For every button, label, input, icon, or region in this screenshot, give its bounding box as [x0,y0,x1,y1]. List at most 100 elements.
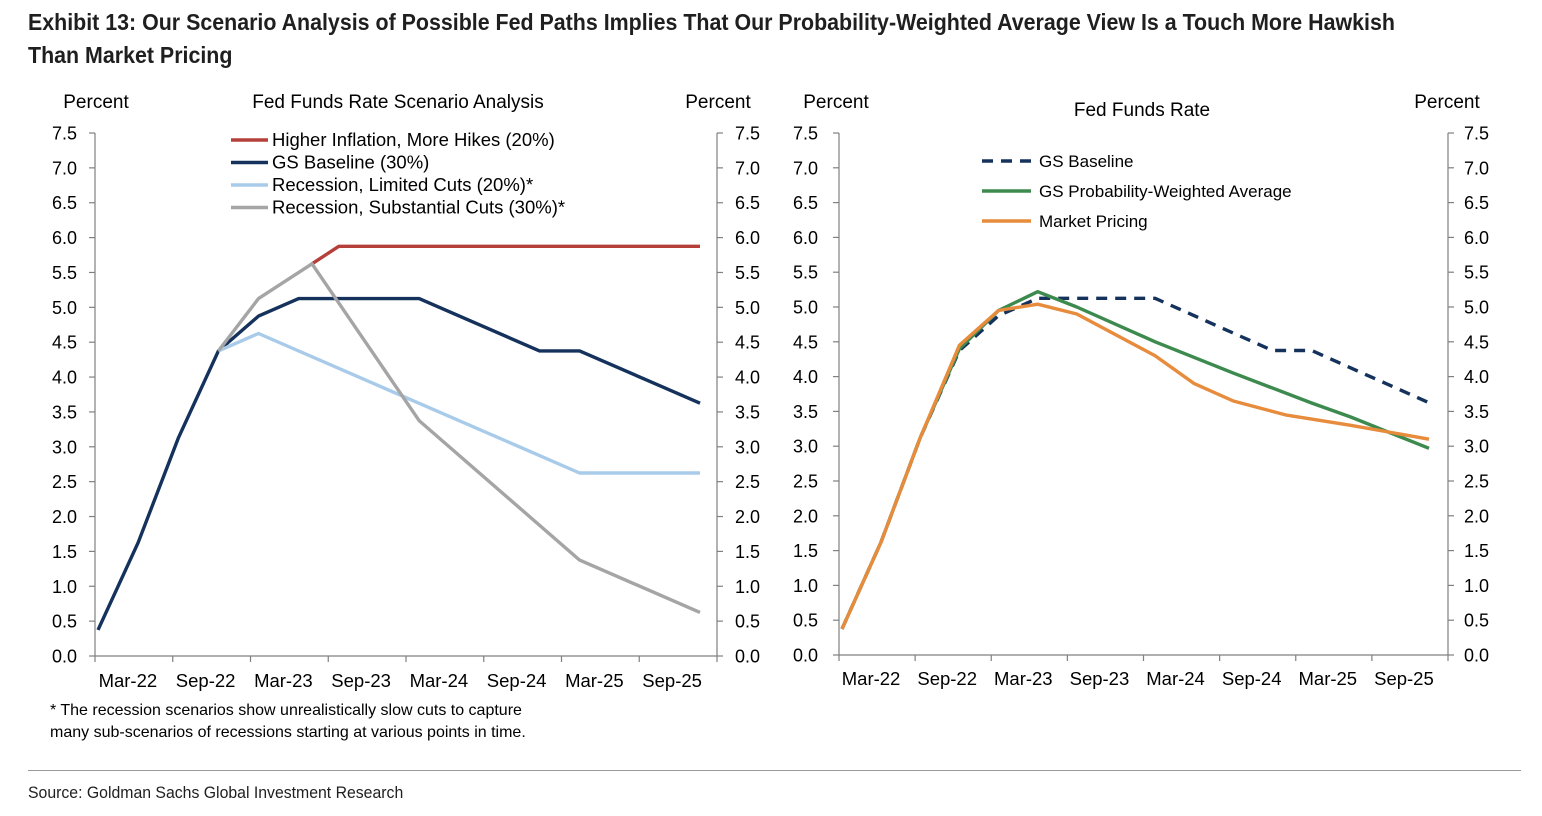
y-tick-label-left: 1.5 [793,541,818,561]
series-line-gs-probability-weighted-average [840,290,1430,630]
y-axis-label-right: Percent [1414,92,1480,113]
y-tick-label-left: 1.0 [52,577,77,597]
y-tick-label-left: 5.5 [52,263,77,283]
exhibit-title: Exhibit 13: Our Scenario Analysis of Pos… [28,6,1414,72]
x-tick-label: Mar-22 [99,670,158,691]
y-tick-label-left: 5.5 [793,263,818,283]
legend-label-gs-baseline-30: GS Baseline (30%) [272,152,429,173]
y-tick-label-left: 4.5 [793,332,818,352]
footnote-line-1: * The recession scenarios show unrealist… [50,702,522,719]
y-tick-label-right: 0.0 [1464,646,1489,666]
y-tick-label-left: 3.5 [793,402,818,422]
y-tick-label-right: 2.0 [735,507,760,527]
y-tick-label-right: 5.0 [735,298,760,318]
y-tick-label-right: 1.0 [735,577,760,597]
y-tick-label-left: 6.0 [52,228,77,248]
x-tick-label: Mar-25 [1299,668,1358,689]
y-tick-label-left: 6.5 [793,193,818,213]
y-tick-label-right: 4.5 [735,333,760,353]
y-tick-label-right: 6.0 [735,228,760,248]
y-tick-label-left: 3.0 [52,437,77,457]
y-tick-label-left: 6.0 [793,228,818,248]
x-tick-label: Sep-22 [917,668,977,689]
legend-label-gs-probability-weighted-average: GS Probability-Weighted Average [1039,182,1292,201]
y-tick-label-right: 5.5 [1464,263,1489,283]
y-tick-label-left: 4.5 [52,333,77,353]
y-tick-label-left: 0.5 [52,612,77,632]
x-tick-label: Mar-25 [565,670,624,691]
footnote: * The recession scenarios show unrealist… [50,700,526,744]
y-tick-label-left: 5.0 [52,298,77,318]
y-tick-label-right: 4.0 [735,368,760,388]
series-line-gs-baseline-30 [96,296,701,631]
y-tick-label-right: 2.5 [735,472,760,492]
exhibit-title-line-1: Exhibit 13: Our Scenario Analysis of Pos… [28,9,1395,35]
y-tick-label-left: 0.0 [52,647,77,667]
y-tick-label-right: 2.5 [1464,472,1489,492]
x-tick-label: Sep-24 [1222,668,1282,689]
legend-label-recession-substantial-cuts-30: Recession, Substantial Cuts (30%)* [272,197,565,218]
y-tick-label-left: 5.0 [793,298,818,318]
y-tick-label-right: 5.0 [1464,298,1489,318]
y-tick-label-right: 2.0 [1464,506,1489,526]
exhibit-title-line-2: Than Market Pricing [28,42,233,68]
y-tick-label-left: 3.0 [793,437,818,457]
y-tick-label-right: 0.0 [735,647,760,667]
series-line-gs-baseline [840,296,1430,630]
x-tick-label: Sep-23 [331,670,391,691]
y-tick-label-left: 1.0 [793,576,818,596]
legend-label-recession-limited-cuts-20: Recession, Limited Cuts (20%)* [272,174,533,195]
y-tick-label-right: 3.5 [735,402,760,422]
y-tick-label-left: 7.0 [52,158,77,178]
y-tick-label-right: 6.0 [1464,228,1489,248]
y-tick-label-right: 6.5 [1464,193,1489,213]
y-axis-label-left: Percent [803,92,869,113]
x-tick-label: Mar-23 [994,668,1053,689]
y-tick-label-left: 3.5 [52,402,77,422]
series-line-market-pricing [840,302,1430,630]
legend-label-market-pricing: Market Pricing [1039,212,1148,231]
series-line-recession-limited-cuts-20 [217,331,700,475]
scenario-analysis-chart: Fed Funds Rate Scenario Analysis Percent P… [52,92,760,691]
legend-label-higher-inflation-more-hikes-20: Higher Inflation, More Hikes (20%) [272,129,555,150]
y-tick-label-right: 1.0 [1464,576,1489,596]
y-tick-label-right: 3.0 [735,437,760,457]
series-line-higher-inflation-more-hikes-20 [311,244,700,266]
y-tick-label-right: 0.5 [735,612,760,632]
fed-funds-rate-chart: Fed Funds Rate Percent Percent 0.0 0.0 0.5 0.5… [793,92,1489,689]
x-tick-label: Mar-24 [1146,668,1205,689]
y-tick-label-left: 0.5 [793,611,818,631]
y-tick-label-right: 7.0 [735,158,760,178]
y-tick-label-right: 5.5 [735,263,760,283]
y-tick-label-right: 1.5 [735,542,760,562]
y-tick-label-left: 2.0 [793,506,818,526]
y-tick-label-left: 2.5 [793,472,818,492]
x-tick-label: Sep-25 [642,670,702,691]
x-tick-label: Sep-24 [487,670,547,691]
y-tick-label-right: 1.5 [1464,541,1489,561]
y-tick-label-right: 3.5 [1464,402,1489,422]
legend-label-gs-baseline: GS Baseline [1039,152,1134,171]
y-tick-label-left: 7.5 [52,124,77,144]
y-tick-label-left: 4.0 [793,367,818,387]
y-tick-label-right: 4.5 [1464,332,1489,352]
x-tick-label: Sep-23 [1070,668,1130,689]
y-axis-label-left: Percent [63,92,129,113]
y-tick-label-left: 2.5 [52,472,77,492]
x-tick-label: Mar-24 [410,670,469,691]
y-tick-label-right: 3.0 [1464,437,1489,457]
y-tick-label-left: 7.0 [793,158,818,178]
divider [28,770,1521,771]
chart-title: Fed Funds Rate [1074,100,1210,121]
y-tick-label-right: 7.0 [1464,158,1489,178]
chart-title: Fed Funds Rate Scenario Analysis [252,92,544,113]
x-tick-label: Mar-23 [254,670,313,691]
footnote-line-2: many sub-scenarios of recessions startin… [50,724,526,741]
y-tick-label-right: 7.5 [735,124,760,144]
y-tick-label-left: 4.0 [52,368,77,388]
y-tick-label-left: 6.5 [52,193,77,213]
y-tick-label-right: 6.5 [735,193,760,213]
y-tick-label-right: 4.0 [1464,367,1489,387]
y-tick-label-left: 0.0 [793,646,818,666]
y-tick-label-right: 0.5 [1464,611,1489,631]
